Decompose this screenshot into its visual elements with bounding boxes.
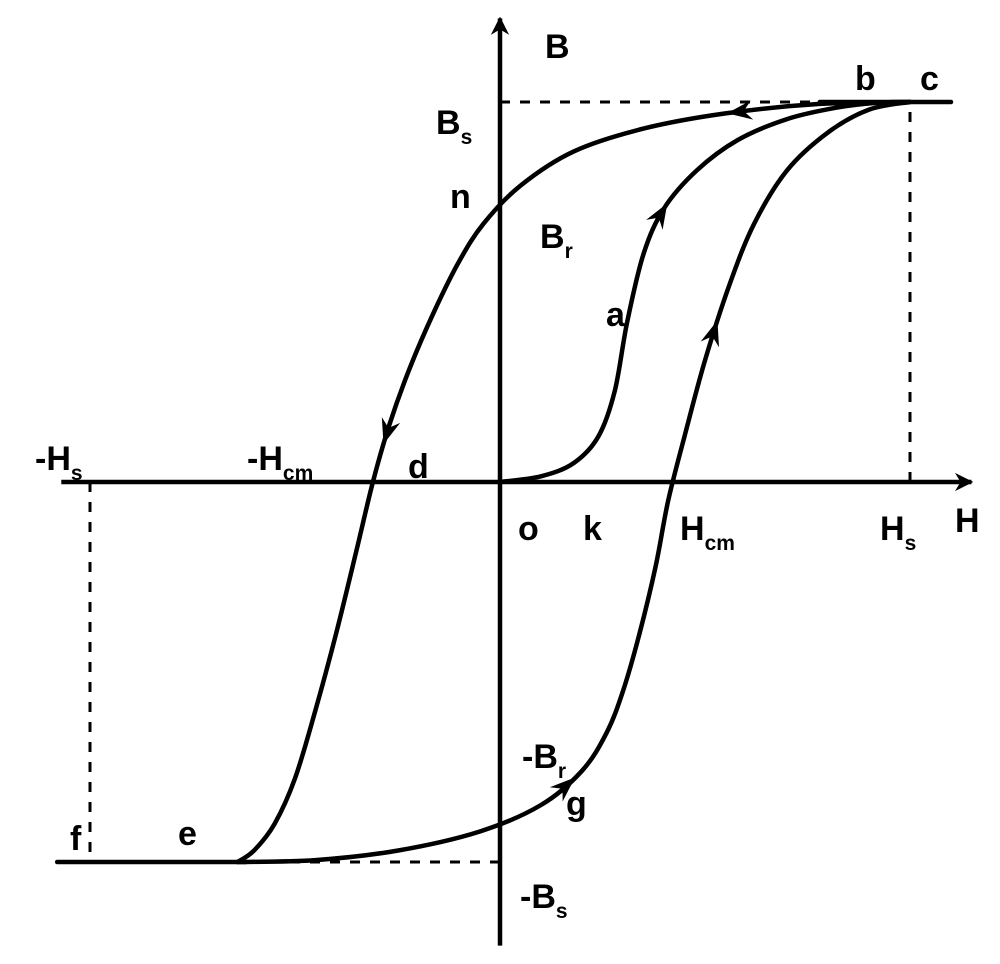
label-e: e <box>178 815 197 854</box>
label-Br: Br <box>540 218 573 262</box>
label-subscript: s <box>556 900 568 923</box>
label-text: H <box>680 510 705 548</box>
label-text: a <box>606 296 625 334</box>
label-Hcm: Hcm <box>680 510 735 554</box>
label-text: n <box>450 178 471 216</box>
label-text: -B <box>522 738 558 776</box>
curve-arrow <box>374 417 400 447</box>
label-d: d <box>408 448 429 487</box>
label-text: d <box>408 448 429 486</box>
label-mBr: -Br <box>522 738 566 782</box>
label-subscript: cm <box>705 532 735 555</box>
label-subscript: r <box>565 240 573 263</box>
label-a: a <box>606 296 625 335</box>
label-text: k <box>583 510 602 548</box>
label-text: H <box>880 510 905 548</box>
label-subscript: cm <box>283 462 313 485</box>
label-text: H <box>955 502 980 540</box>
label-subscript: s <box>905 532 917 555</box>
curve-arrow <box>646 198 675 229</box>
curve-arrow <box>701 317 727 347</box>
label-text: f <box>70 820 81 858</box>
label-o: o <box>518 510 539 549</box>
label-subscript: s <box>461 126 473 149</box>
label-text: -H <box>247 440 283 478</box>
label-text: -H <box>35 440 71 478</box>
label-text: B <box>436 104 461 142</box>
label-c: c <box>920 60 939 99</box>
label-g: g <box>566 785 587 824</box>
label-text: -B <box>520 878 556 916</box>
label-text: e <box>178 815 197 853</box>
label-text: b <box>855 60 876 98</box>
label-Hs: Hs <box>880 510 916 554</box>
label-n: n <box>450 178 471 217</box>
label-B: B <box>545 28 570 67</box>
label-H: H <box>955 502 980 541</box>
label-k: k <box>583 510 602 549</box>
hysteresis-diagram <box>0 0 1000 964</box>
label-text: g <box>566 785 587 823</box>
label-Bs: Bs <box>436 104 472 148</box>
label-mHcm: -Hcm <box>247 440 313 484</box>
label-text: c <box>920 60 939 98</box>
label-text: B <box>540 218 565 256</box>
label-subscript: s <box>71 462 83 485</box>
label-subscript: r <box>558 760 566 783</box>
label-mBs: -Bs <box>520 878 568 922</box>
label-text: B <box>545 28 570 66</box>
label-mHs: -Hs <box>35 440 83 484</box>
label-b: b <box>855 60 876 99</box>
label-f: f <box>70 820 81 859</box>
label-text: o <box>518 510 539 548</box>
